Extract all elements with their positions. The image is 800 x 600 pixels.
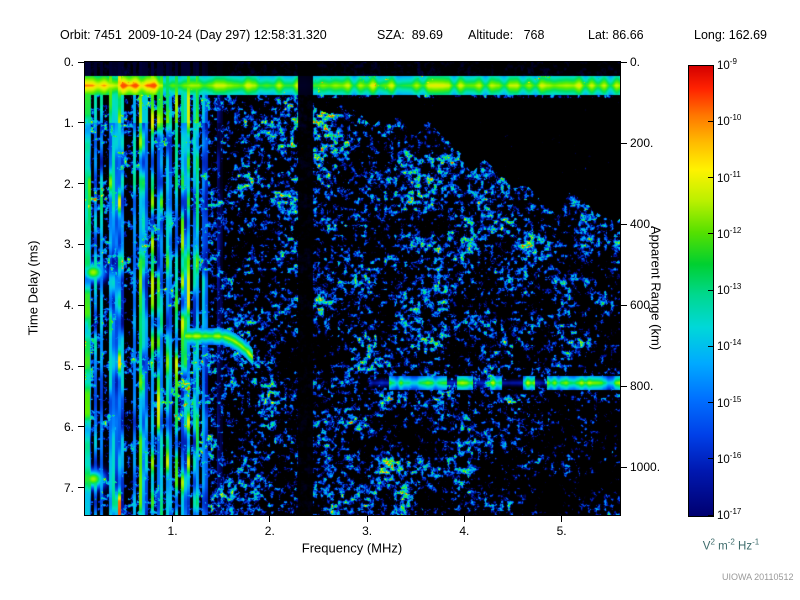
x-axis-tick-label: 4. (459, 524, 470, 538)
y-axis-tick-label: 6. (63, 419, 74, 434)
y-axis-tick-label: 7. (63, 480, 74, 495)
x-axis-tick (561, 516, 563, 522)
colorbar-tick-label: 10-16 (717, 450, 742, 466)
header-longitude: Long: 162.69 (694, 28, 767, 42)
range-axis-tick (621, 385, 627, 387)
y-axis-tick (78, 61, 84, 63)
header-latitude: Lat: 86.66 (588, 28, 644, 42)
spectrogram-canvas (84, 61, 621, 516)
x-axis-tick (269, 516, 271, 522)
range-axis-tick-label: 200. (630, 136, 654, 151)
y-axis-tick-label: 1. (63, 115, 74, 130)
colorbar-tick (708, 289, 713, 291)
colorbar-tick (708, 514, 713, 516)
header-info: Orbit: 7451 2009-10-24 (Day 297) 12:58:3… (0, 28, 800, 44)
y-axis-tick (78, 183, 84, 185)
range-axis-tick (621, 61, 627, 63)
colorbar-tick (708, 64, 713, 66)
colorbar-tick-label: 10-14 (717, 338, 742, 354)
colorbar-tick (708, 402, 713, 403)
x-axis-tick (366, 516, 368, 522)
x-axis-tick-label: 2. (264, 524, 275, 538)
colorbar-tick-label: 10-11 (717, 169, 741, 185)
y-axis-tick-label: 3. (63, 237, 74, 252)
header-altitude: Altitude: 768 (468, 28, 545, 42)
header-sza: SZA: 89.69 (377, 28, 444, 42)
colorbar-tick-label: 10-13 (717, 282, 742, 297)
y-axis-tick (78, 487, 84, 489)
y-axis-tick (78, 122, 84, 124)
y-axis-tick-label: 2. (63, 176, 74, 191)
range-axis-tick-label: 1000. (630, 460, 661, 475)
range-axis-tick (621, 304, 627, 306)
colorbar (688, 65, 714, 517)
range-axis-tick (621, 466, 627, 468)
y-axis-label-time-delay: Time Delay (ms) (25, 240, 41, 336)
y-axis-tick-label: 4. (63, 298, 74, 313)
colorbar-tick (708, 177, 713, 178)
colorbar-tick-label: 10-15 (717, 394, 742, 410)
range-axis-tick (621, 223, 627, 225)
y-axis-tick-label: 0. (63, 55, 74, 69)
colorbar-tick (708, 345, 713, 347)
colorbar-tick-label: 10-10 (717, 113, 742, 129)
colorbar-tick-label: 10-12 (717, 225, 742, 241)
x-axis-tick (463, 516, 465, 522)
range-axis-tick-label: 0. (630, 55, 641, 69)
x-axis-label-frequency: Frequency (MHz) (301, 540, 403, 556)
watermark: UIOWA 20110512 (722, 572, 794, 582)
y-axis-tick-label: 5. (63, 359, 74, 374)
colorbar-tick (708, 120, 713, 122)
y-axis-tick (78, 365, 84, 367)
x-axis-tick-label: 1. (167, 524, 178, 538)
colorbar-tick (708, 458, 713, 460)
range-axis-tick-label: 400. (630, 217, 654, 232)
header-datetime: 2009-10-24 (Day 297) 12:58:31.320 (128, 28, 327, 42)
colorbar-tick-label: 10-17 (717, 507, 742, 522)
range-axis-tick-label: 800. (630, 379, 654, 394)
range-axis-tick (621, 142, 627, 144)
colorbar-tick-label: 10-9 (717, 57, 737, 72)
colorbar-units-label: V2 m-2 Hz-1 (702, 537, 760, 553)
y-axis-tick (78, 243, 84, 245)
header-orbit: Orbit: 7451 (60, 28, 122, 42)
x-axis-tick-label: 3. (362, 524, 373, 538)
y-axis-tick (78, 304, 84, 306)
y-axis-label-apparent-range: Apparent Range (km) (648, 225, 664, 351)
range-axis-tick-label: 600. (630, 298, 654, 313)
x-axis-tick (172, 516, 174, 522)
y-axis-tick (78, 426, 84, 428)
colorbar-tick (708, 233, 713, 235)
x-axis-tick-label: 5. (556, 524, 567, 538)
